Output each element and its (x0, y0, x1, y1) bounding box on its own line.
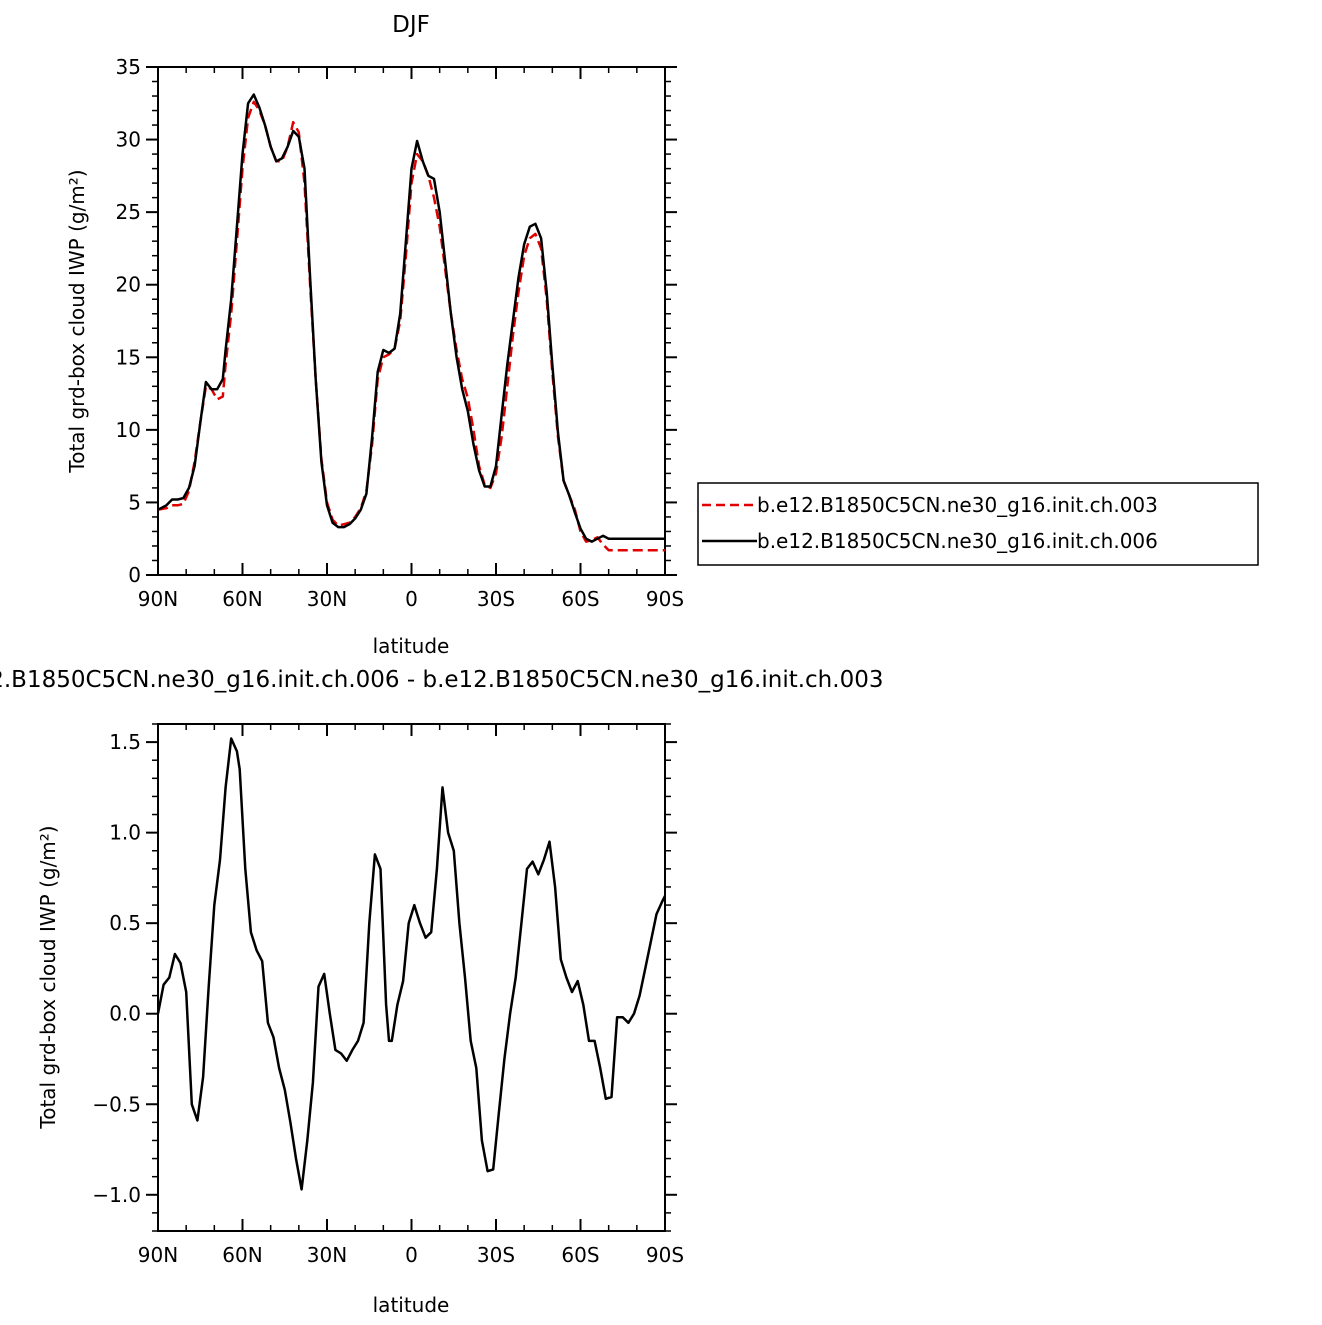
top-x-axis-label: latitude (373, 634, 450, 658)
y-tick-label: 0.0 (109, 1002, 141, 1026)
bottom-panel: b.e12.B1850C5CN.ne30_g16.init.ch.006 - b… (0, 667, 883, 1317)
y-tick-label: 1.5 (109, 730, 141, 754)
x-tick-label: 90S (646, 1243, 684, 1267)
y-tick-label: 0.5 (109, 911, 141, 935)
x-tick-label: 90N (138, 1243, 178, 1267)
bottom-chart-title: b.e12.B1850C5CN.ne30_g16.init.ch.006 - b… (0, 667, 883, 693)
y-tick-label: −0.5 (92, 1092, 141, 1116)
y-tick-label: 10 (116, 418, 141, 442)
legend: b.e12.B1850C5CN.ne30_g16.init.ch.003 b.e… (697, 482, 1259, 566)
x-tick-label: 90N (138, 587, 178, 611)
x-tick-label: 60N (222, 587, 262, 611)
y-tick-label: 25 (116, 200, 141, 224)
y-tick-label: 30 (116, 128, 141, 152)
x-tick-label: 30S (477, 1243, 515, 1267)
bottom-series-lines (156, 737, 667, 1191)
legend-box (697, 482, 1259, 566)
series-line-0-1 (157, 93, 665, 543)
x-tick-label: 30S (477, 587, 515, 611)
legend-label-006: b.e12.B1850C5CN.ne30_g16.init.ch.006 (757, 529, 1158, 553)
x-tick-label: 30N (307, 1243, 347, 1267)
bottom-y-axis-label: Total grd-box cloud IWP (g/m²) (36, 825, 60, 1129)
bottom-axes: 90N 60N 30N 0 30S 60S 90S −1.0 −0.5 0.0 0.5 1.0 1.5 (92, 723, 684, 1267)
bottom-x-axis-label: latitude (373, 1293, 450, 1317)
y-tick-label: 5 (128, 490, 141, 514)
legend-label-003: b.e12.B1850C5CN.ne30_g16.init.ch.003 (757, 493, 1158, 517)
x-tick-label: 30N (307, 587, 347, 611)
y-tick-label: −1.0 (92, 1183, 141, 1207)
top-chart-title: DJF (392, 12, 430, 38)
top-panel: DJF 90N 60N 30N 0 30S 60S 90S 0 5 10 15 20 25 30 35 la… (65, 12, 684, 658)
bottom-plot-frame (157, 723, 666, 1232)
y-tick-label: 1.0 (109, 821, 141, 845)
y-tick-label: 0 (128, 563, 141, 587)
top-plot-frame (157, 66, 666, 576)
x-tick-label: 60N (222, 1243, 262, 1267)
series-line-1-0 (156, 737, 667, 1191)
y-tick-label: 15 (116, 345, 141, 369)
x-tick-label: 0 (405, 1243, 418, 1267)
x-tick-label: 90S (646, 587, 684, 611)
top-axes: 90N 60N 30N 0 30S 60S 90S 0 5 10 15 20 25 30 35 (116, 55, 685, 611)
x-tick-label: 60S (561, 1243, 599, 1267)
y-tick-label: 20 (116, 273, 141, 297)
x-tick-label: 0 (405, 587, 418, 611)
x-tick-label: 60S (561, 587, 599, 611)
top-y-axis-label: Total grd-box cloud IWP (g/m²) (65, 169, 89, 473)
y-tick-label: 35 (116, 55, 141, 79)
top-series-lines (157, 93, 665, 552)
